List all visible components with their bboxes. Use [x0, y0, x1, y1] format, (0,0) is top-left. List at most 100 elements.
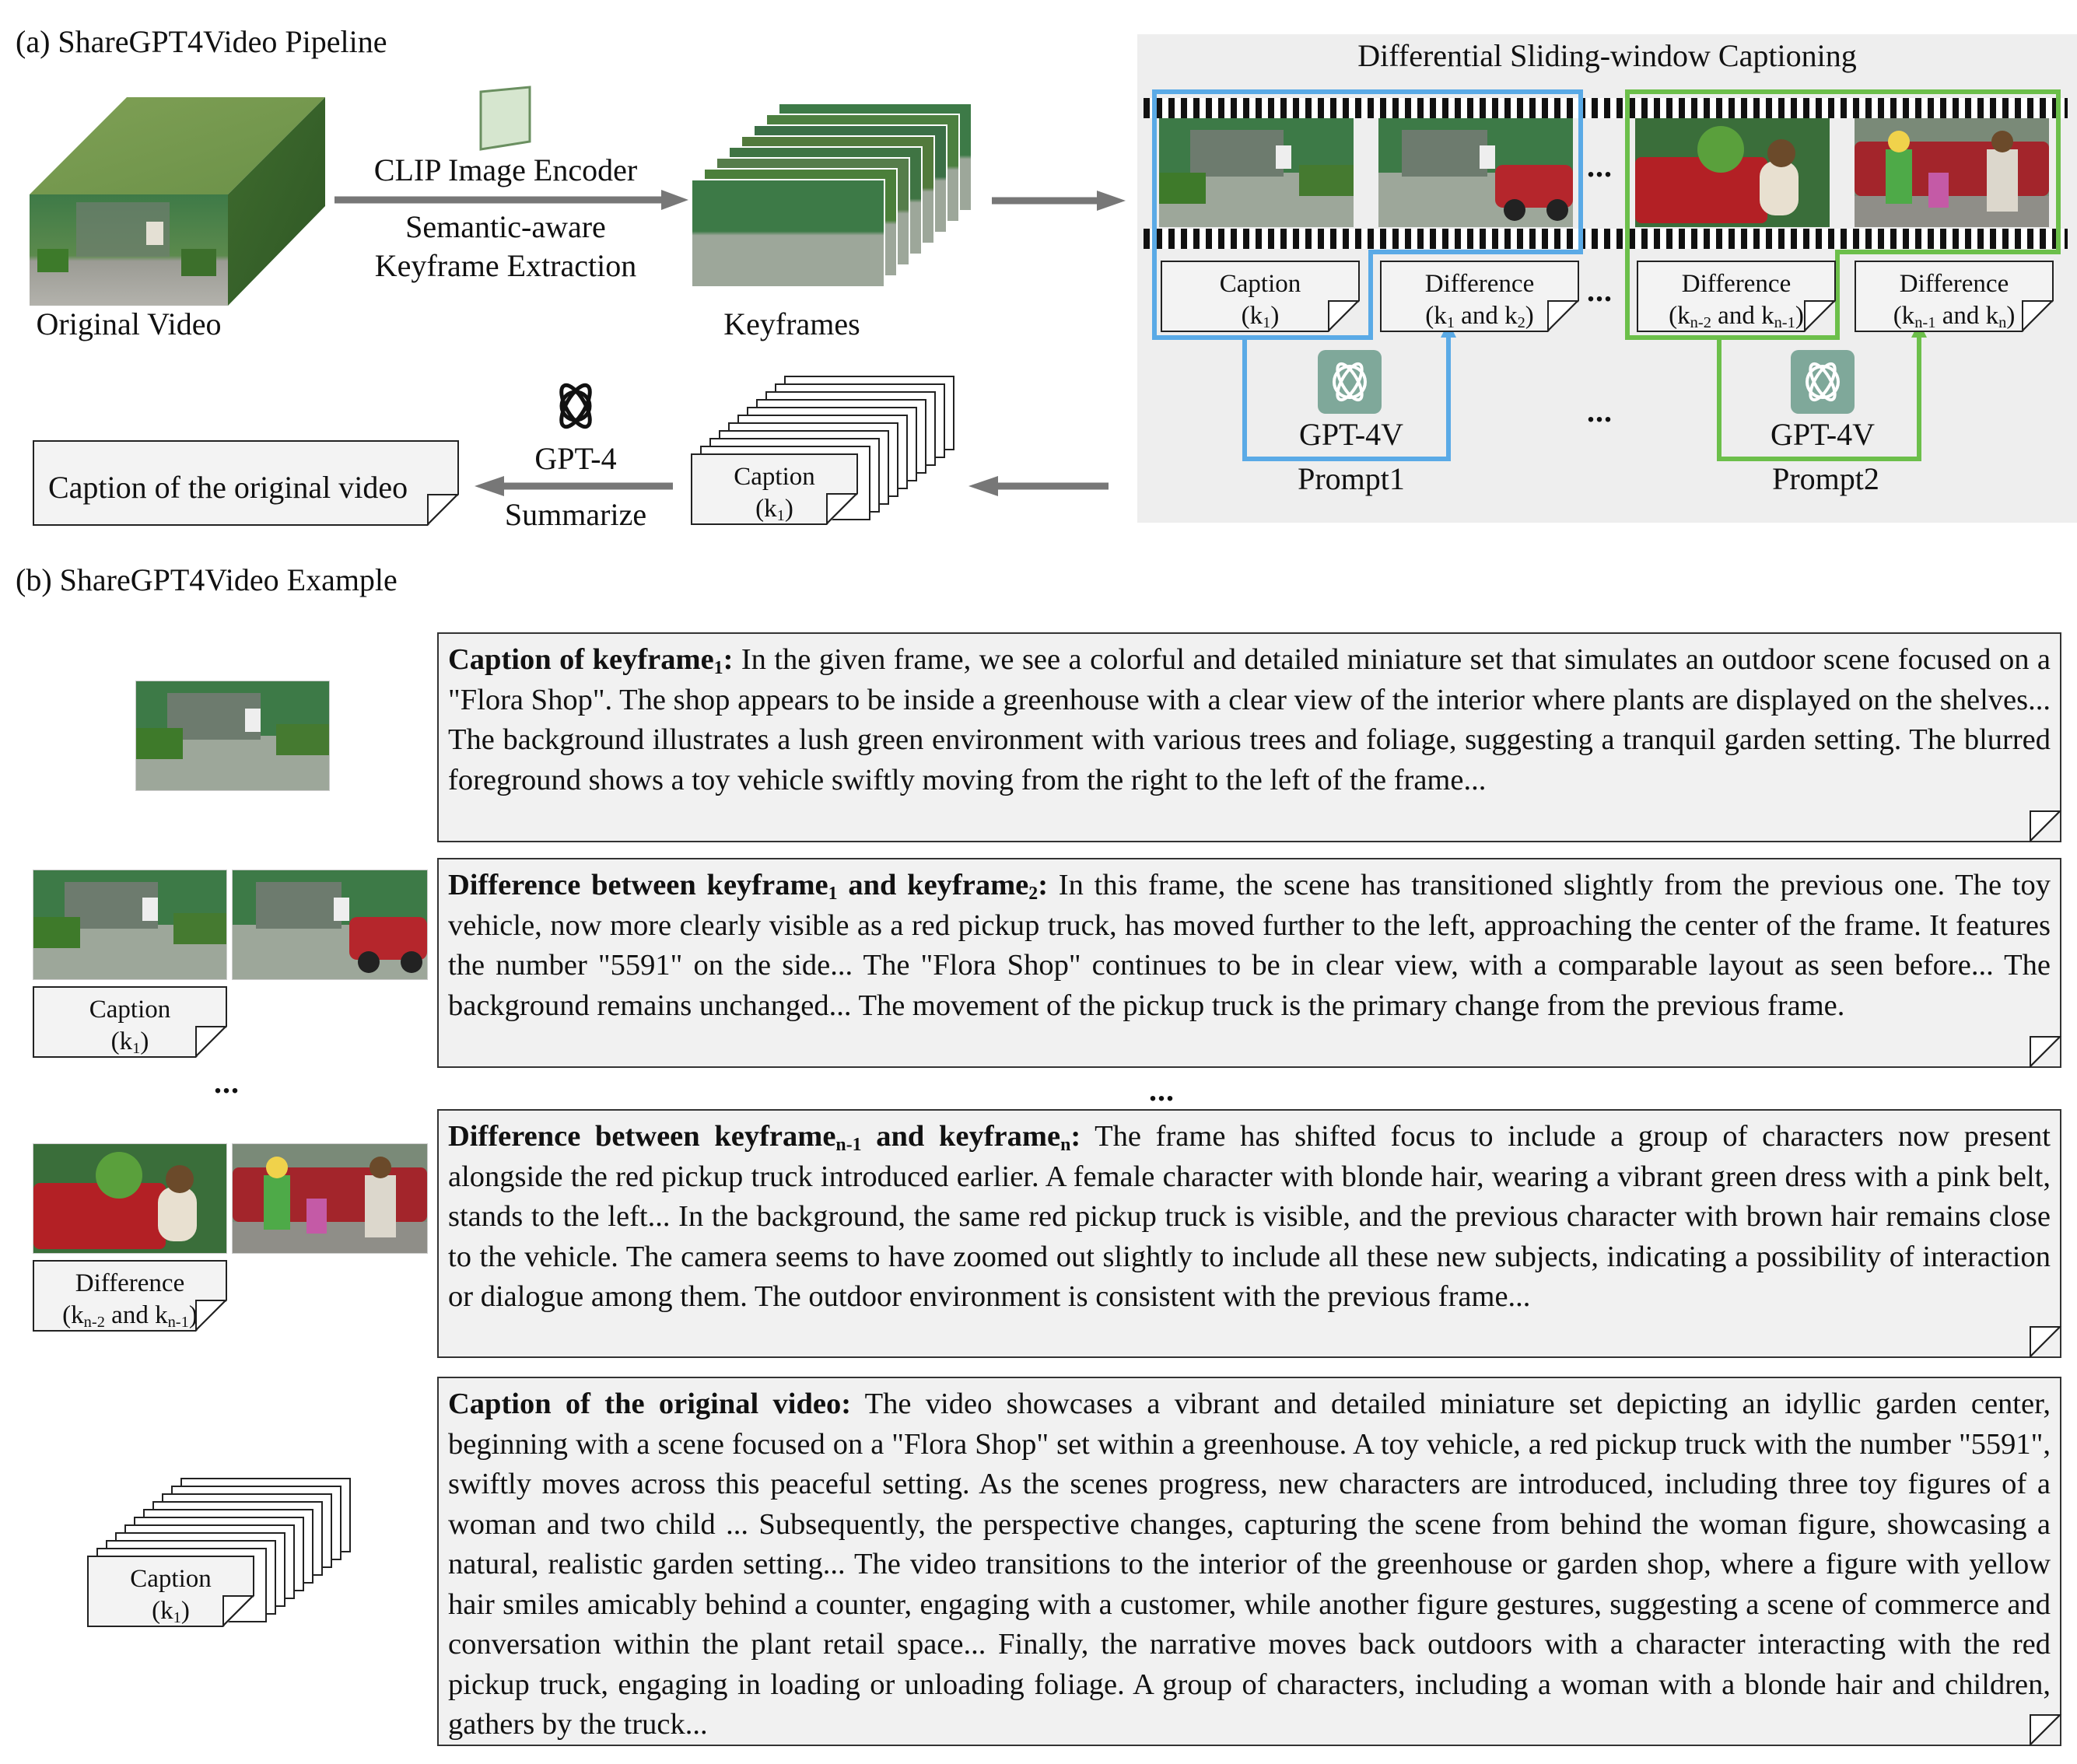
subscript: 1 — [1446, 314, 1455, 332]
arrow-to-panel — [992, 191, 1126, 211]
subscript: n — [1060, 1134, 1071, 1155]
box-heading: Caption of keyframe1: — [448, 643, 734, 678]
page-fold-icon — [427, 494, 459, 526]
subscript: 1 — [1263, 314, 1271, 332]
example-thumb-kn-1 — [33, 1143, 227, 1254]
film-strip-bottom — [1144, 229, 2068, 249]
arrow-to-stack — [968, 476, 1109, 496]
encoder-icon — [479, 86, 531, 151]
subscript: n-1 — [835, 1134, 862, 1155]
note-line1: Caption — [734, 463, 815, 491]
subscript: n-2 — [1690, 314, 1711, 332]
example-thumb-kn — [232, 1143, 428, 1254]
box-text: The video showcases a vibrant and detail… — [448, 1388, 2051, 1741]
caption-original-note: Caption of the original video — [33, 440, 459, 526]
page-fold-icon — [2030, 810, 2061, 842]
example-box-diff-kn1-kn: Difference between keyframen-1 and keyfr… — [437, 1109, 2061, 1358]
note-line1: Difference — [75, 1269, 185, 1297]
gpt4v-logo-icon-1 — [1318, 350, 1382, 414]
page-fold-icon — [1547, 300, 1579, 332]
clip-encoder-label: CLIP Image Encoder — [373, 152, 638, 187]
prompt2-label: Prompt2 — [1772, 461, 1879, 496]
film-strip-top — [1144, 98, 2068, 118]
caption-original-text: Caption of the original video — [48, 470, 408, 505]
gpt4-label: GPT-4 — [534, 441, 617, 476]
note-line2: (kn-1 and kn) — [1893, 302, 2016, 332]
example-dots-left: ... — [214, 1065, 240, 1100]
page-fold-icon — [195, 1026, 227, 1058]
keyframes-label: Keyframes — [723, 306, 860, 341]
example-note-caption-k1: Caption (k1) — [33, 986, 227, 1058]
frame-k1 — [1159, 118, 1354, 227]
example-thumb-k1 — [135, 681, 330, 791]
frame-kn — [1855, 118, 2049, 227]
page-fold-icon — [2030, 1036, 2061, 1068]
subscript: 1 — [132, 1040, 141, 1058]
gpt4v-label-1: GPT-4V — [1298, 417, 1404, 452]
summarize-label: Summarize — [504, 497, 647, 532]
subscript: 2 — [1028, 883, 1038, 904]
example-note-diff: Difference (kn-2 and kn-1) — [33, 1260, 227, 1332]
example-box-original-caption: Caption of the original video: The video… — [437, 1377, 2061, 1746]
panel-note-diff-k1-k2: Difference (k1 and k2) — [1380, 261, 1579, 332]
page-fold-icon — [2022, 300, 2054, 332]
page-fold-icon — [1328, 300, 1360, 332]
note-line2: (k1) — [755, 495, 793, 525]
note-line2: (k1) — [1241, 302, 1280, 332]
sliding-windows — [1152, 89, 2061, 461]
subscript: 2 — [1517, 314, 1525, 332]
video-cube-icon — [30, 97, 325, 306]
arrow-to-caption — [475, 476, 673, 496]
example-dots-center: ... — [1149, 1073, 1175, 1108]
subscript: 1 — [776, 507, 785, 525]
note-line2: (k1) — [152, 1597, 190, 1627]
note-line2: (kn-2 and kn-1) — [62, 1301, 198, 1332]
page-fold-icon — [2030, 1714, 2061, 1746]
extraction-line1: Semantic-aware — [405, 209, 606, 244]
box-heading: Caption of the original video: — [448, 1388, 852, 1420]
gpt4v-logo-icon-2 — [1791, 350, 1855, 414]
note-line1: Caption — [1219, 270, 1301, 298]
gpt4v-label-2: GPT-4V — [1770, 417, 1876, 452]
example-box-diff-k1-k2: Difference between keyframe1 and keyfram… — [437, 858, 2061, 1068]
page-fold-icon — [195, 1300, 227, 1332]
panel-note-caption-k1: Caption (k1) — [1161, 261, 1360, 332]
panel-note-diff-kn1-kn: Difference (kn-1 and kn) — [1855, 261, 2054, 332]
page-fold-icon — [222, 1595, 254, 1627]
panel-note-diff-kn2-kn1: Difference (kn-2 and kn-1) — [1637, 261, 1836, 332]
subscript: 1 — [173, 1609, 181, 1627]
panel-dots-2: ... — [1587, 273, 1613, 308]
subscript: n-2 — [83, 1314, 105, 1332]
note-line2: (k1 and k2) — [1425, 302, 1534, 332]
subscript: n-1 — [1914, 314, 1936, 332]
note-line1: Difference — [1424, 270, 1535, 298]
subscript: n-1 — [1774, 314, 1795, 332]
box-text: In the given frame, we see a colorful an… — [448, 643, 2051, 796]
frame-kn-1 — [1635, 118, 1830, 227]
box-text: The frame has shifted focus to include a… — [448, 1120, 2051, 1313]
keyframe-card — [691, 179, 885, 288]
page-fold-icon — [1804, 300, 1836, 332]
example-thumb-k1-b — [33, 870, 227, 980]
subscript: 1 — [713, 657, 723, 678]
panel-dots-3: ... — [1587, 394, 1613, 429]
example-box-caption-k1: Caption of keyframe1: In the given frame… — [437, 632, 2061, 842]
prompt1-label: Prompt1 — [1298, 461, 1405, 496]
note-line2: (kn-2 and kn-1) — [1669, 302, 1804, 332]
keyframes-stack — [691, 92, 986, 310]
note-line1: Difference — [1681, 270, 1792, 298]
section-b-title: (b) ShareGPT4Video Example — [16, 562, 398, 597]
panel-title: Differential Sliding-window Captioning — [1357, 38, 1857, 73]
subscript: 1 — [828, 883, 838, 904]
example-thumb-k2 — [232, 870, 428, 980]
note-line1: Caption — [89, 996, 171, 1024]
panel-dots-1: ... — [1587, 149, 1613, 184]
page-fold-icon — [826, 493, 858, 525]
frame-k2 — [1378, 118, 1573, 227]
arrow-to-keyframes — [334, 190, 688, 210]
box-heading: Difference between keyframen-1 and keyfr… — [448, 1120, 1081, 1155]
page-fold-icon — [2030, 1326, 2061, 1358]
subscript: n — [1998, 314, 2007, 332]
box-text: In this frame, the scene has transitione… — [448, 869, 2051, 1022]
subscript: n-1 — [167, 1314, 189, 1332]
